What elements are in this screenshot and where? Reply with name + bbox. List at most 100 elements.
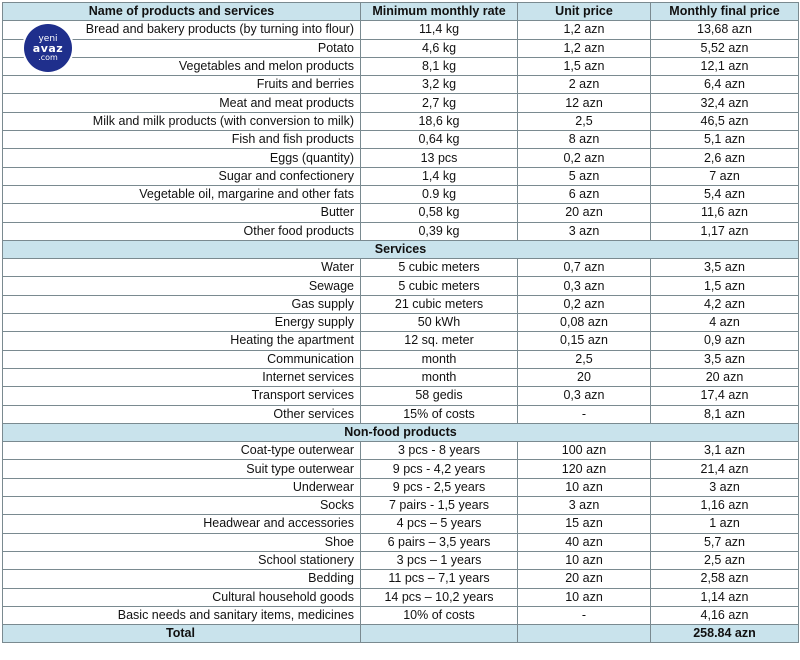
item-name: Shoe <box>2 532 361 552</box>
table-body: Bread and bakery products (by turning in… <box>2 20 799 644</box>
item-unit-price: 2,5 <box>517 349 651 369</box>
item-unit-price: 15 azn <box>517 514 651 534</box>
item-unit-price: 2 azn <box>517 75 651 95</box>
item-final-price: 5,4 azn <box>650 184 799 205</box>
table-row: Vegetables and melon products 8,1 kg 1,5 a… <box>2 56 799 77</box>
item-name: Vegetable oil, margarine and other fats <box>2 184 361 205</box>
services-section-title: Services <box>2 239 799 260</box>
item-rate: 1,4 kg <box>360 166 518 186</box>
item-rate: 4 pcs – 5 years <box>360 514 518 534</box>
header-unit-price: Unit price <box>517 1 651 22</box>
total-label: Total <box>2 624 361 644</box>
item-final-price: 1,17 azn <box>650 221 799 241</box>
item-rate: 50 kWh <box>360 313 518 333</box>
item-rate: 11 pcs – 7,1 years <box>360 569 518 589</box>
item-unit-price: 2,5 <box>517 111 651 132</box>
item-final-price: 3,5 azn <box>650 349 799 369</box>
item-unit-price: 10 azn <box>517 550 651 571</box>
table-row: Suit type outerwear 9 pcs - 4,2 years 120 … <box>2 459 799 479</box>
item-final-price: 6,4 azn <box>650 75 799 95</box>
item-name: Gas supply <box>2 294 361 315</box>
item-name: Communication <box>2 349 361 369</box>
item-unit-price: 20 <box>517 367 651 388</box>
item-unit-price: 12 azn <box>517 93 651 113</box>
item-final-price: 5,1 azn <box>650 130 799 150</box>
header-rate: Minimum monthly rate <box>360 1 518 22</box>
item-final-price: 1,5 azn <box>650 276 799 296</box>
item-rate: 15% of costs <box>360 404 518 424</box>
table-row: Communication month 2,5 3,5 azn <box>2 349 799 369</box>
item-unit-price: 40 azn <box>517 532 651 552</box>
item-unit-price: - <box>517 404 651 424</box>
item-rate: 14 pcs – 10,2 years <box>360 587 518 607</box>
table-row: Transport services 58 gedis 0,3 azn 17,4 az… <box>2 386 799 406</box>
item-unit-price: 120 azn <box>517 459 651 479</box>
item-rate: 6 pairs – 3,5 years <box>360 532 518 552</box>
item-rate: 0.9 kg <box>360 184 518 205</box>
item-rate: 3,2 kg <box>360 75 518 95</box>
price-table: Name of products and services Minimum mo… <box>2 1 799 644</box>
item-final-price: 3,5 azn <box>650 258 799 278</box>
item-name: Energy supply <box>2 313 361 333</box>
item-name: Internet services <box>2 367 361 388</box>
item-rate: 3 pcs – 1 years <box>360 550 518 571</box>
item-rate: 4,6 kg <box>360 38 518 58</box>
item-unit-price: 0,2 azn <box>517 148 651 168</box>
table-row: Headwear and accessories 4 pcs – 5 years 1… <box>2 514 799 534</box>
item-name: Sewage <box>2 276 361 296</box>
item-unit-price: 0,2 azn <box>517 294 651 315</box>
yeniavaz-logo: yeni avaz .com <box>24 24 72 72</box>
item-unit-price: 20 azn <box>517 569 651 589</box>
total-row: Total 258.84 azn <box>2 624 799 644</box>
item-final-price: 3,1 azn <box>650 441 799 461</box>
item-rate: month <box>360 367 518 388</box>
table-row: Fish and fish products 0,64 kg 8 azn 5,1 az… <box>2 130 799 150</box>
item-final-price: 32,4 azn <box>650 93 799 113</box>
table-row: Other services 15% of costs -8,1 azn <box>2 404 799 424</box>
item-rate: 3 pcs - 8 years <box>360 441 518 461</box>
item-final-price: 17,4 azn <box>650 386 799 406</box>
table-row: Other food products 0,39 kg 3 azn 1,17 azn <box>2 221 799 241</box>
item-unit-price: 0,7 azn <box>517 258 651 278</box>
header-name: Name of products and services <box>2 1 361 22</box>
item-name: Fruits and berries <box>2 75 361 95</box>
item-name: Water <box>2 258 361 278</box>
item-rate: 13 pcs <box>360 148 518 168</box>
table-row: Bedding 11 pcs – 7,1 years 20 azn 2,58 azn <box>2 569 799 589</box>
logo-text-3: .com <box>38 52 58 62</box>
item-final-price: 1,16 azn <box>650 496 799 516</box>
header-final-price: Monthly final price <box>650 1 799 22</box>
table-row: Milk and milk products (with conversion … <box>2 111 799 132</box>
item-final-price: 4,2 azn <box>650 294 799 315</box>
table-row: Coat-type outerwear 3 pcs - 8 years 100 az… <box>2 441 799 461</box>
table-row: Butter 0,58 kg 20 azn 11,6 azn <box>2 203 799 223</box>
item-rate: 5 cubic meters <box>360 258 518 278</box>
item-final-price: 2,5 azn <box>650 550 799 571</box>
item-name: Cultural household goods <box>2 587 361 607</box>
nonfood-section-title: Non-food products <box>2 422 799 443</box>
item-unit-price: 1,2 azn <box>517 38 651 58</box>
item-name: Suit type outerwear <box>2 459 361 479</box>
table-row: Vegetable oil, margarine and other fats 0… <box>2 184 799 205</box>
item-rate: 0,39 kg <box>360 221 518 241</box>
item-final-price: 3 azn <box>650 477 799 498</box>
item-unit-price: 0,3 azn <box>517 386 651 406</box>
item-unit-price: 3 azn <box>517 221 651 241</box>
table-row: Internet services month 20 20 azn <box>2 367 799 388</box>
item-final-price: 12,1 azn <box>650 56 799 77</box>
item-unit-price: 3 azn <box>517 496 651 516</box>
item-name: Fish and fish products <box>2 130 361 150</box>
item-final-price: 5,52 azn <box>650 38 799 58</box>
item-rate: 8,1 kg <box>360 56 518 77</box>
table-row: Underwear 9 pcs - 2,5 years 10 azn 3 azn <box>2 477 799 498</box>
nonfood-section: Non-food products <box>2 422 799 443</box>
item-name: Meat and meat products <box>2 93 361 113</box>
item-unit-price: 1,5 azn <box>517 56 651 77</box>
item-rate: 21 cubic meters <box>360 294 518 315</box>
item-rate: 5 cubic meters <box>360 276 518 296</box>
item-name: Headwear and accessories <box>2 514 361 534</box>
item-unit-price: 10 azn <box>517 477 651 498</box>
item-final-price: 1 azn <box>650 514 799 534</box>
item-name: Coat-type outerwear <box>2 441 361 461</box>
item-final-price: 46,5 azn <box>650 111 799 132</box>
